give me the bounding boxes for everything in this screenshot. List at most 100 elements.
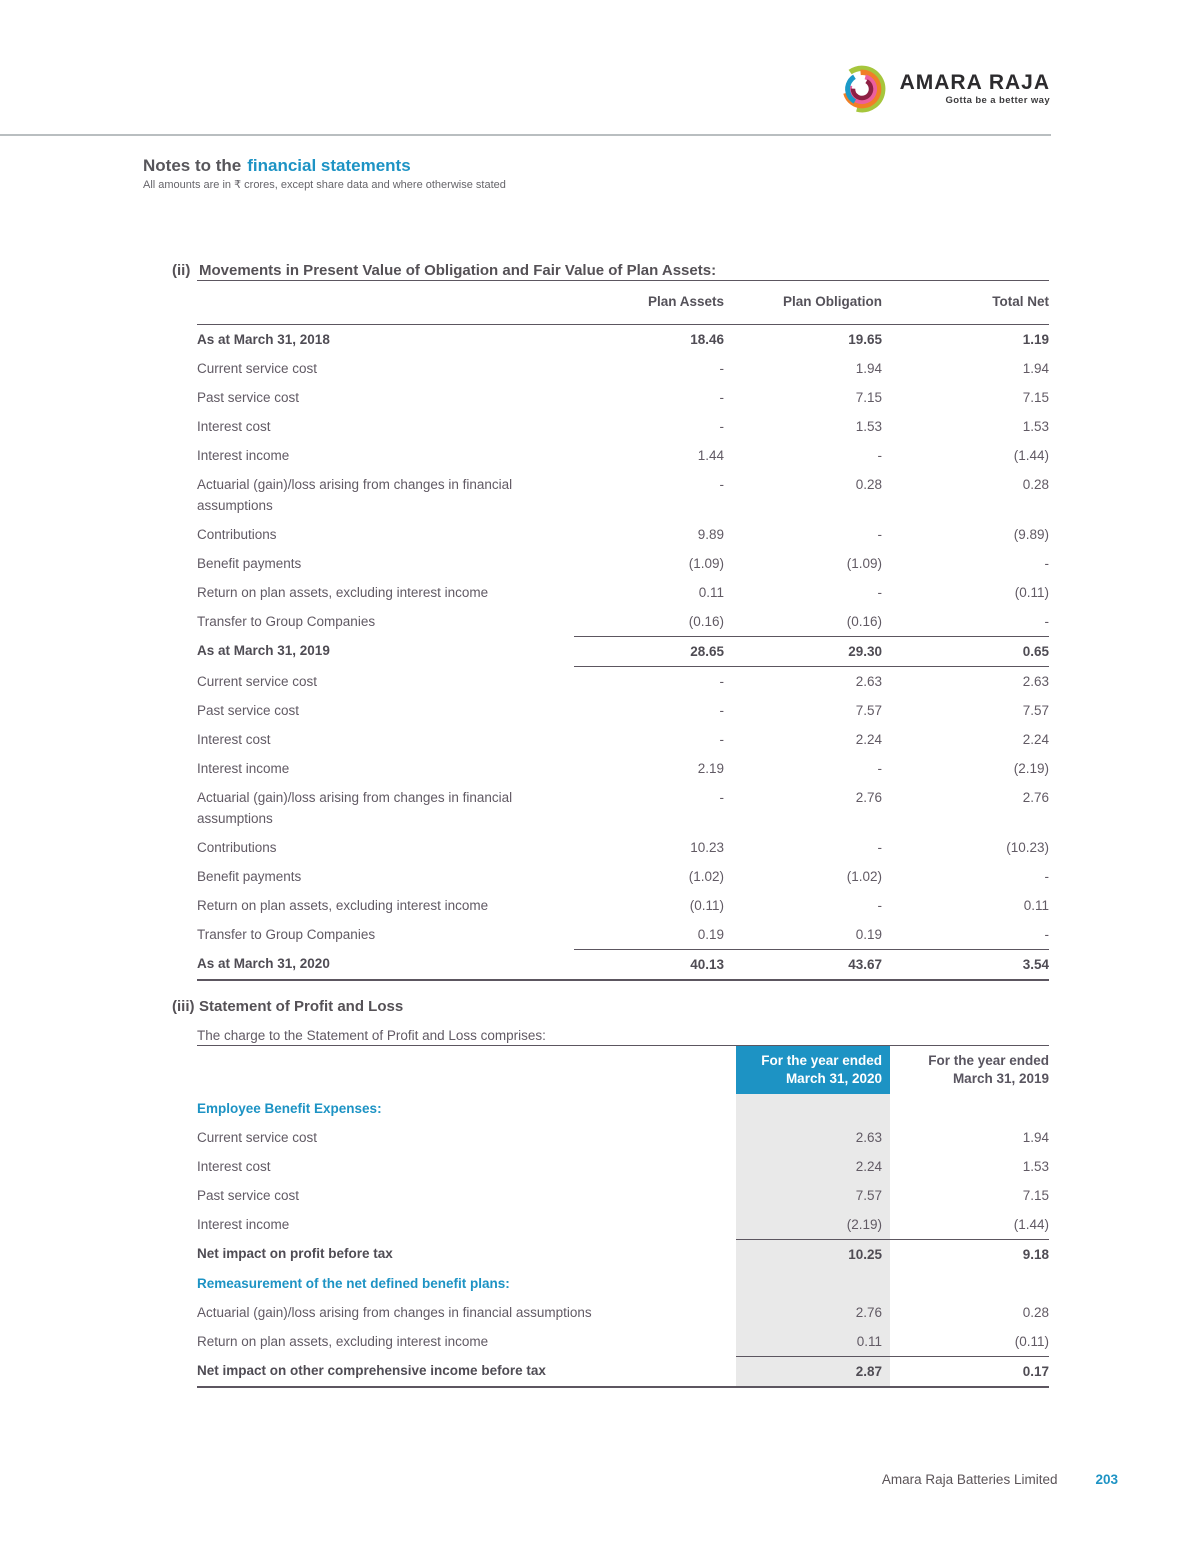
section-movements: (ii) Movements in Present Value of Oblig… [172, 262, 1049, 981]
row-value: (1.09) [846, 556, 882, 571]
cell-year-2019: 1.94 [1022, 1130, 1049, 1145]
row-value: 1.53 [1022, 419, 1049, 434]
table-row: Current service cost - 1.94 1.94 [197, 354, 1049, 383]
row-value: - [1044, 614, 1050, 629]
row-value: - [719, 419, 725, 434]
row-label: Transfer to Group Companies [197, 614, 376, 629]
column-header-year-2020: For the year ended March 31, 2020 [736, 1046, 890, 1094]
page-title-accent: financial statements [247, 156, 411, 175]
row-value: - [1044, 556, 1050, 571]
cell-year-2020: 2.87 [736, 1356, 890, 1386]
row-label: Net impact on profit before tax [197, 1246, 393, 1261]
movements-table: Plan Assets Plan Obligation Total Net As… [197, 280, 1049, 981]
row-value: 3.54 [882, 949, 1049, 979]
row-label: Actuarial (gain)/loss arising from chang… [197, 477, 513, 513]
row-value: 2.76 [855, 790, 882, 805]
section-profit-loss-index: (iii) [172, 998, 195, 1015]
row-label: Past service cost [197, 390, 300, 405]
section-movements-title: Movements in Present Value of Obligation… [199, 262, 717, 279]
row-label: Return on plan assets, excluding interes… [197, 898, 489, 913]
row-label: Contributions [197, 527, 277, 542]
brand-tagline: Gotta be a better way [945, 95, 1050, 106]
table-row: Past service cost 7.57 7.15 [197, 1181, 1049, 1210]
row-value: (1.09) [688, 556, 724, 571]
movements-table-body: As at March 31, 2018 18.46 19.65 1.19 Curren… [197, 325, 1049, 979]
row-value: - [1044, 869, 1050, 884]
section-profit-loss: (iii) Statement of Profit and Loss The c… [172, 998, 1049, 1388]
row-value: 0.11 [698, 585, 724, 600]
table-row: Contributions 9.89 - (9.89) [197, 520, 1049, 549]
row-value: - [877, 527, 883, 542]
row-label: Net impact on other comprehensive income… [197, 1363, 546, 1378]
cell-year-2020: 10.25 [736, 1239, 890, 1269]
cell-year-2020: 2.63 [736, 1123, 890, 1152]
table-row: Actuarial (gain)/loss arising from chang… [197, 783, 1049, 833]
row-label: Return on plan assets, excluding interes… [197, 585, 489, 600]
table-row: Employee Benefit Expenses: [197, 1094, 1049, 1123]
cell-year-2020: 2.76 [736, 1298, 890, 1327]
row-value: 2.19 [697, 761, 724, 776]
column-header-year-2020-line1: For the year ended [761, 1053, 882, 1068]
row-value: 2.76 [1022, 790, 1049, 805]
row-label: Current service cost [197, 361, 318, 376]
page-footer: Amara Raja Batteries Limited 203 [0, 1472, 1118, 1487]
table-row: Benefit payments (1.02) (1.02) - [197, 862, 1049, 891]
row-value: 2.24 [1022, 732, 1049, 747]
row-value: 0.28 [1022, 477, 1049, 492]
table-row: Return on plan assets, excluding interes… [197, 891, 1049, 920]
row-value: 19.65 [848, 332, 882, 347]
row-value: 1.53 [855, 419, 882, 434]
row-value: - [719, 790, 725, 805]
cell-year-2020: 7.57 [736, 1181, 890, 1210]
column-header-spacer [197, 289, 574, 315]
page-title: Notes to the financial statements [143, 156, 506, 176]
profit-loss-table-body: Employee Benefit Expenses: Current servic… [197, 1094, 1049, 1386]
cell-year-2019: 0.28 [1022, 1305, 1049, 1320]
charge-statement-line: The charge to the Statement of Profit an… [197, 1028, 546, 1043]
cell-year-2019: 0.17 [890, 1356, 1049, 1386]
row-value: 2.24 [855, 732, 882, 747]
column-header-spacer [197, 1046, 736, 1094]
table-row: Benefit payments (1.09) (1.09) - [197, 549, 1049, 578]
cell-year-2019: (1.44) [1013, 1217, 1049, 1232]
row-value: - [877, 840, 883, 855]
table-row: Interest cost - 2.24 2.24 [197, 725, 1049, 754]
table-row: Interest cost 2.24 1.53 [197, 1152, 1049, 1181]
row-value: 0.11 [1023, 898, 1049, 913]
table-row: As at March 31, 2020 40.13 43.67 3.54 [197, 949, 1049, 979]
row-label: Remeasurement of the net defined benefit… [197, 1276, 510, 1291]
brand-name: AMARA RAJA [899, 71, 1050, 94]
row-value: (10.23) [1006, 840, 1049, 855]
cell-year-2019 [890, 1269, 1049, 1298]
row-label: Return on plan assets, excluding interes… [197, 1334, 489, 1349]
row-value: 40.13 [574, 949, 724, 979]
table-row: Actuarial (gain)/loss arising from chang… [197, 1298, 1049, 1327]
row-value: 0.19 [697, 927, 724, 942]
table-row: Current service cost - 2.63 2.63 [197, 667, 1049, 696]
row-label: Actuarial (gain)/loss arising from chang… [197, 1305, 592, 1320]
row-value: - [719, 732, 725, 747]
cell-year-2019: 1.53 [1022, 1159, 1049, 1174]
row-value: - [719, 361, 725, 376]
row-value: 7.57 [1022, 703, 1049, 718]
column-header-total-net: Total Net [992, 294, 1049, 309]
row-value: (2.19) [1013, 761, 1049, 776]
cell-year-2019: 9.18 [890, 1239, 1049, 1269]
brand-text: AMARA RAJA Gotta be a better way [899, 71, 1050, 107]
row-value: 2.63 [855, 674, 882, 689]
row-value: - [719, 390, 725, 405]
row-label: As at March 31, 2019 [197, 643, 330, 658]
section-movements-heading: (ii) Movements in Present Value of Oblig… [172, 262, 1049, 280]
cell-year-2019 [890, 1094, 1049, 1123]
row-value: 1.19 [1022, 332, 1049, 347]
table-row: Net impact on profit before tax 10.25 9.18 [197, 1239, 1049, 1269]
row-value: - [877, 585, 883, 600]
cell-year-2020: (2.19) [736, 1210, 890, 1239]
page-title-prefix: Notes to the [143, 156, 242, 175]
table-row: Past service cost - 7.57 7.57 [197, 696, 1049, 725]
section-movements-index: (ii) [172, 262, 191, 279]
table-row: Transfer to Group Companies 0.19 0.19 - [197, 920, 1049, 949]
row-label: Current service cost [197, 674, 318, 689]
row-value: 7.15 [1022, 390, 1049, 405]
table-row: Interest income (2.19) (1.44) [197, 1210, 1049, 1239]
